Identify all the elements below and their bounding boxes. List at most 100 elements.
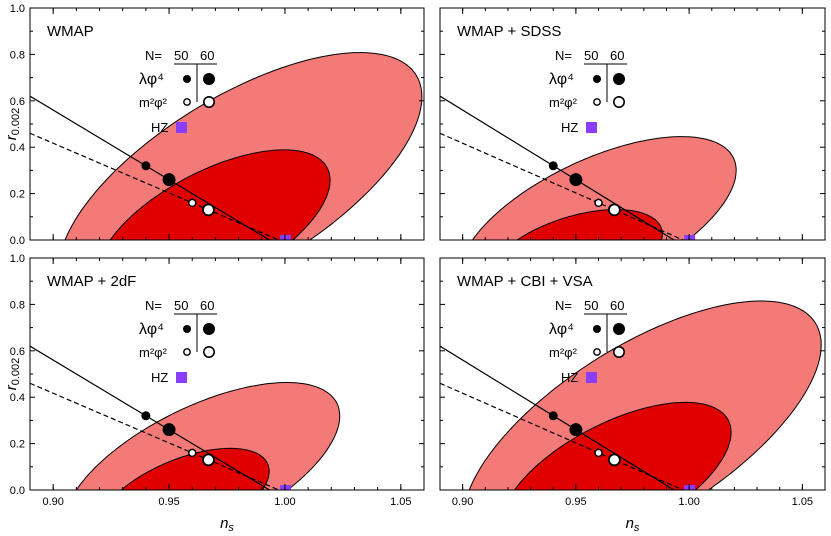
legend-m2-n60 (612, 96, 625, 109)
panel-title: WMAP + CBI + VSA (457, 273, 593, 290)
x-axis-title: ns (220, 515, 234, 534)
legend-lambda-n50 (183, 75, 191, 83)
y-tick-label: 0.6 (10, 96, 25, 108)
y-tick-label: 1.0 (10, 3, 25, 15)
x-tick-label: 0.90 (42, 496, 63, 508)
contour-68 (120, 447, 270, 490)
legend-hz-marker (586, 122, 597, 133)
y-tick-label: 0.6 (10, 346, 25, 358)
m2-phi2-n50-point (187, 448, 197, 458)
legend-m2-n60 (203, 96, 216, 109)
legend-lambda-n60 (613, 323, 625, 335)
legend-n-label: N= (145, 298, 162, 313)
m2-phi2-n50-point (594, 198, 603, 208)
legend-hz-marker (176, 122, 187, 133)
y-tick-label: 1.0 (10, 253, 25, 265)
m2-phi2-n60-point (202, 453, 215, 467)
x-tick-label: 1.05 (792, 496, 813, 508)
y-axis-title: r0.002 (3, 108, 22, 141)
x-tick-label: 1.05 (390, 496, 411, 508)
legend-n60: 60 (610, 298, 624, 313)
legend-hz-label: HZ (561, 120, 578, 135)
x-axis-subscript: s (228, 522, 234, 534)
legend-hz-label: HZ (151, 370, 168, 385)
lambda-phi4-n60-point (569, 173, 583, 187)
legend-n-label: N= (145, 48, 162, 63)
m2-phi2-n60-point (607, 203, 621, 217)
plot-area (30, 52, 423, 240)
legend-m2-label: m²φ² (549, 345, 578, 360)
lambda-phi4-line (30, 95, 271, 240)
legend-lambda-label: λφ⁴ (549, 71, 574, 88)
legend-n-label: N= (555, 298, 572, 313)
lambda-phi4-n60-point (569, 423, 583, 437)
legend-n60: 60 (200, 48, 214, 63)
panel-4: 0.90 0.95 1.00 1.05 ns WMAP + CBI + VSA N= 50 60… (439, 257, 826, 534)
panel-title: WMAP + SDSS (457, 23, 561, 40)
legend-lambda-label: λφ⁴ (549, 321, 574, 338)
legend-m2-n50 (593, 348, 601, 356)
legend-lambda-n60 (203, 323, 215, 335)
legend-n50: 50 (174, 298, 188, 313)
legend-n-label: N= (555, 48, 572, 63)
y-tick-label: 0.8 (10, 299, 25, 311)
lambda-phi4-n60-point (162, 173, 176, 187)
m2-phi2-n60-point (202, 203, 215, 217)
y-tick-label: 0.2 (10, 439, 25, 451)
legend-n50: 50 (584, 298, 598, 313)
panel-title: WMAP (47, 23, 94, 40)
y-tick-label: 0.8 (10, 49, 25, 61)
contour-68 (513, 401, 732, 490)
lambda-phi4-n50-point (141, 161, 151, 171)
y-axis-title: r0.002 (3, 358, 22, 391)
legend-m2-n50 (183, 348, 191, 356)
m2-phi2-line (30, 132, 281, 240)
m2-phi2-line (440, 382, 685, 490)
lambda-phi4-line (440, 95, 676, 240)
y-tick-label: 0.4 (10, 142, 25, 154)
legend-m2-n50 (183, 98, 191, 106)
legend-m2-n50 (593, 98, 601, 106)
legend-lambda-n50 (593, 75, 601, 83)
legend-n60: 60 (610, 48, 624, 63)
legend-lambda-n60 (203, 73, 215, 85)
contour-95 (64, 52, 423, 240)
legend-m2-n60 (203, 345, 216, 358)
lambda-phi4-n50-point (548, 411, 558, 421)
lambda-phi4-line (440, 345, 676, 490)
panel-1: 0.0 0.2 0.4 0.6 0.8 1.0 r0.002 WMAP N= 50 60 λφ⁴ m²φ… (3, 3, 425, 247)
legend-hz-marker (586, 372, 597, 383)
legend-lambda-n60 (613, 73, 625, 85)
contour-68 (109, 149, 331, 240)
y-tick-label: 0.4 (10, 392, 25, 404)
legend-hz-marker (176, 372, 187, 383)
x-axis-title: ns (626, 515, 640, 534)
legend-n50: 50 (174, 48, 188, 63)
m2-phi2-n50-point (594, 448, 603, 458)
plot-area (30, 345, 341, 490)
y-tick-label: 0.0 (10, 235, 25, 247)
legend-lambda-label: λφ⁴ (139, 321, 164, 338)
legend-n60: 60 (200, 298, 214, 313)
legend-n50: 50 (584, 48, 598, 63)
panel-3: 0.0 0.2 0.4 0.6 0.8 1.0 0.90 0.95 1.00 1.05 r0.002… (3, 253, 425, 534)
panel-2: WMAP + SDSS N= 50 60 λφ⁴ m²φ² HZ (439, 7, 826, 241)
legend-m2-label: m²φ² (139, 95, 168, 110)
y-axis-subscript: 0.002 (10, 108, 22, 136)
panel-title: WMAP + 2dF (47, 273, 136, 290)
legend-lambda-n50 (183, 325, 191, 333)
x-tick-label: 0.95 (565, 496, 586, 508)
m2-phi2-line (30, 382, 281, 490)
legend-hz-label: HZ (151, 120, 168, 135)
lambda-phi4-n50-point (141, 411, 151, 421)
y-axis-subscript: 0.002 (10, 358, 22, 386)
lambda-phi4-n60-point (162, 423, 176, 437)
legend-m2-label: m²φ² (139, 345, 168, 360)
x-tick-label: 0.95 (158, 496, 179, 508)
legend-hz-label: HZ (561, 370, 578, 385)
plot-area (440, 300, 822, 490)
lambda-phi4-n50-point (548, 161, 558, 171)
y-tick-label: 0.2 (10, 189, 25, 201)
contour-95 (75, 382, 341, 490)
